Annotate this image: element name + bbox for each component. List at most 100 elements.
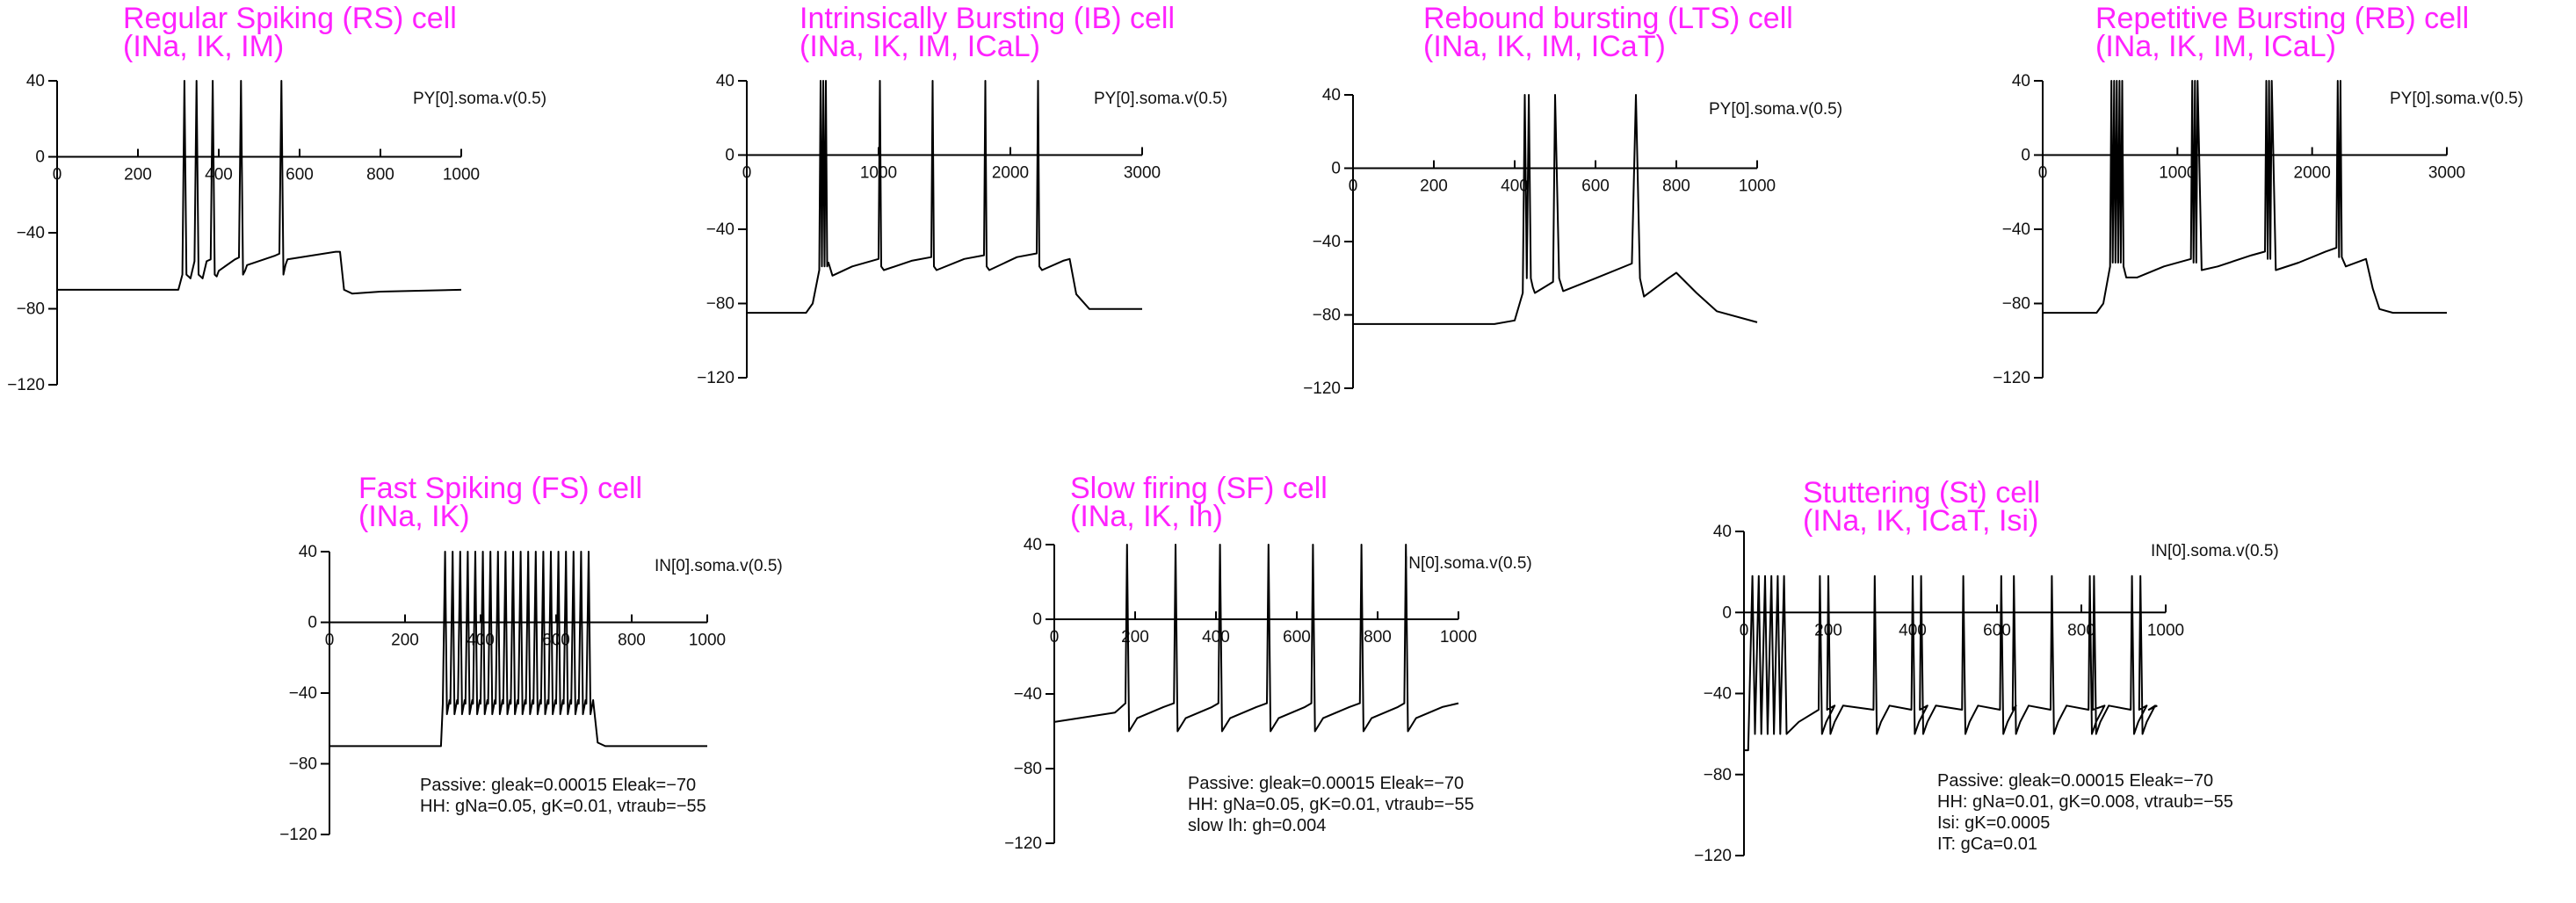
- y-tick-label: 40: [1713, 523, 1732, 541]
- y-tick-label: −80: [1704, 766, 1732, 784]
- x-tick-label: 800: [366, 166, 394, 184]
- x-tick-label: 800: [1662, 177, 1690, 196]
- x-tick-label: 3000: [1124, 164, 1161, 183]
- y-tick-label: 40: [299, 543, 317, 561]
- x-tick-label: 600: [1581, 177, 1610, 196]
- y-tick-label: −120: [279, 826, 317, 844]
- y-tick-label: −40: [17, 224, 45, 242]
- y-tick-label: 40: [716, 72, 734, 90]
- trace-label: IN[0].soma.v(0.5): [1404, 554, 1532, 573]
- panel-title: Stuttering (St) cell: [1803, 476, 2040, 509]
- panel-title: Intrinsically Bursting (IB) cell: [800, 2, 1175, 35]
- y-tick-label: 0: [308, 614, 317, 632]
- panel-title: Regular Spiking (RS) cell: [123, 2, 457, 35]
- y-tick-label: −40: [2002, 220, 2030, 239]
- x-tick-label: 600: [286, 166, 314, 184]
- trace-label: IN[0].soma.v(0.5): [2151, 542, 2279, 560]
- param-line: Passive: gleak=0.00015 Eleak=−70: [1937, 771, 2213, 791]
- x-tick-label: 400: [1501, 177, 1529, 196]
- y-tick-label: −40: [1014, 685, 1042, 704]
- y-tick-label: 40: [2012, 72, 2030, 90]
- x-tick-label: 1000: [2159, 164, 2196, 183]
- x-tick-label: 0: [1050, 628, 1060, 647]
- panel-subtitle: (INa, IK): [358, 500, 470, 533]
- panel-subtitle: (INa, IK, IM, ICaL): [800, 30, 1040, 63]
- y-tick-label: 0: [2021, 147, 2030, 165]
- panel-4: Repetitive Bursting (RB) cell(INa, IK, I…: [1993, 2, 2523, 387]
- panel-subtitle: (INa, IK, IM, ICaT): [1423, 30, 1666, 63]
- x-tick-label: 800: [1364, 628, 1392, 647]
- x-tick-label: 600: [1983, 621, 2011, 639]
- y-tick-label: −40: [1313, 233, 1341, 251]
- y-tick-label: 0: [1722, 603, 1732, 622]
- panel-1: Regular Spiking (RS) cell(INa, IK, IM) 40…: [7, 2, 546, 394]
- panel-subtitle: (INa, IK, IM): [123, 30, 284, 63]
- panel-6: Slow firing (SF) cell(INa, IK, Ih)400−40…: [1004, 472, 1532, 853]
- x-tick-label: 2000: [992, 164, 1029, 183]
- x-tick-label: 0: [742, 164, 752, 183]
- trace-label: PY[0].soma.v(0.5): [2390, 90, 2523, 108]
- x-tick-label: 0: [325, 632, 335, 650]
- y-tick-label: −80: [1313, 307, 1341, 325]
- x-tick-label: 0: [1740, 621, 1749, 639]
- y-tick-label: −120: [697, 369, 734, 387]
- y-tick-label: −40: [706, 220, 734, 239]
- y-tick-label: 40: [1322, 86, 1341, 105]
- x-tick-label: 200: [124, 166, 152, 184]
- y-tick-label: −80: [706, 295, 734, 314]
- param-line: HH: gNa=0.01, gK=0.008, vtraub=−55: [1937, 792, 2233, 812]
- y-tick-label: −80: [2002, 295, 2030, 314]
- panel-subtitle: (INa, IK, ICaT, Isi): [1803, 504, 2038, 538]
- voltage-trace: [1744, 574, 2158, 752]
- trace-label: PY[0].soma.v(0.5): [1094, 90, 1227, 108]
- y-tick-label: 0: [1331, 160, 1341, 178]
- y-tick-label: −120: [1004, 834, 1042, 853]
- y-tick-label: −80: [289, 755, 317, 774]
- y-tick-label: 0: [1032, 610, 1042, 629]
- y-tick-label: −120: [1993, 369, 2030, 387]
- y-tick-label: −120: [1694, 847, 1732, 865]
- panel-title: Slow firing (SF) cell: [1070, 472, 1328, 505]
- x-tick-label: 1000: [689, 632, 726, 650]
- y-tick-label: −120: [1303, 379, 1341, 398]
- panel-title: Fast Spiking (FS) cell: [358, 472, 642, 505]
- panel-subtitle: (INa, IK, Ih): [1070, 500, 1223, 533]
- param-line: HH: gNa=0.05, gK=0.01, vtraub=−55: [1188, 795, 1474, 814]
- y-tick-label: −120: [7, 376, 45, 394]
- x-tick-label: 800: [2067, 621, 2095, 639]
- y-tick-label: 40: [26, 72, 45, 90]
- y-tick-label: 0: [725, 147, 734, 165]
- voltage-trace: [1353, 94, 1758, 325]
- panel-2: Intrinsically Bursting (IB) cell(INa, IK…: [697, 2, 1227, 387]
- y-tick-label: −40: [1704, 685, 1732, 704]
- y-tick-label: −80: [1014, 760, 1042, 778]
- y-tick-label: −80: [17, 300, 45, 319]
- panel-title: Rebound bursting (LTS) cell: [1423, 2, 1793, 35]
- x-tick-label: 0: [1349, 177, 1358, 196]
- x-tick-label: 200: [391, 632, 419, 650]
- x-tick-label: 400: [205, 166, 233, 184]
- trace-label: PY[0].soma.v(0.5): [413, 90, 546, 108]
- x-tick-label: 1000: [1739, 177, 1776, 196]
- x-tick-label: 3000: [2428, 164, 2465, 183]
- param-line: HH: gNa=0.05, gK=0.01, vtraub=−55: [420, 797, 706, 816]
- panel-7: Stuttering (St) cell(INa, IK, ICaT, Isi)…: [1694, 476, 2279, 865]
- panel-title: Repetitive Bursting (RB) cell: [2095, 2, 2469, 35]
- param-line: Isi: gK=0.0005: [1937, 813, 2050, 833]
- x-tick-label: 400: [1202, 628, 1230, 647]
- param-line: IT: gCa=0.01: [1937, 834, 2037, 854]
- x-tick-label: 800: [618, 632, 646, 650]
- param-line: Passive: gleak=0.00015 Eleak=−70: [420, 776, 696, 795]
- x-tick-label: 1000: [2147, 621, 2184, 639]
- param-line: Passive: gleak=0.00015 Eleak=−70: [1188, 774, 1464, 793]
- trace-label: IN[0].soma.v(0.5): [655, 557, 783, 575]
- panel-3: Rebound bursting (LTS) cell(INa, IK, IM,…: [1303, 2, 1842, 398]
- x-tick-label: 0: [2038, 164, 2048, 183]
- y-tick-label: 40: [1024, 536, 1042, 554]
- x-tick-label: 1000: [443, 166, 480, 184]
- voltage-trace: [1053, 544, 1459, 733]
- x-tick-label: 600: [1283, 628, 1311, 647]
- trace-label: PY[0].soma.v(0.5): [1709, 100, 1842, 119]
- voltage-trace: [747, 80, 1142, 314]
